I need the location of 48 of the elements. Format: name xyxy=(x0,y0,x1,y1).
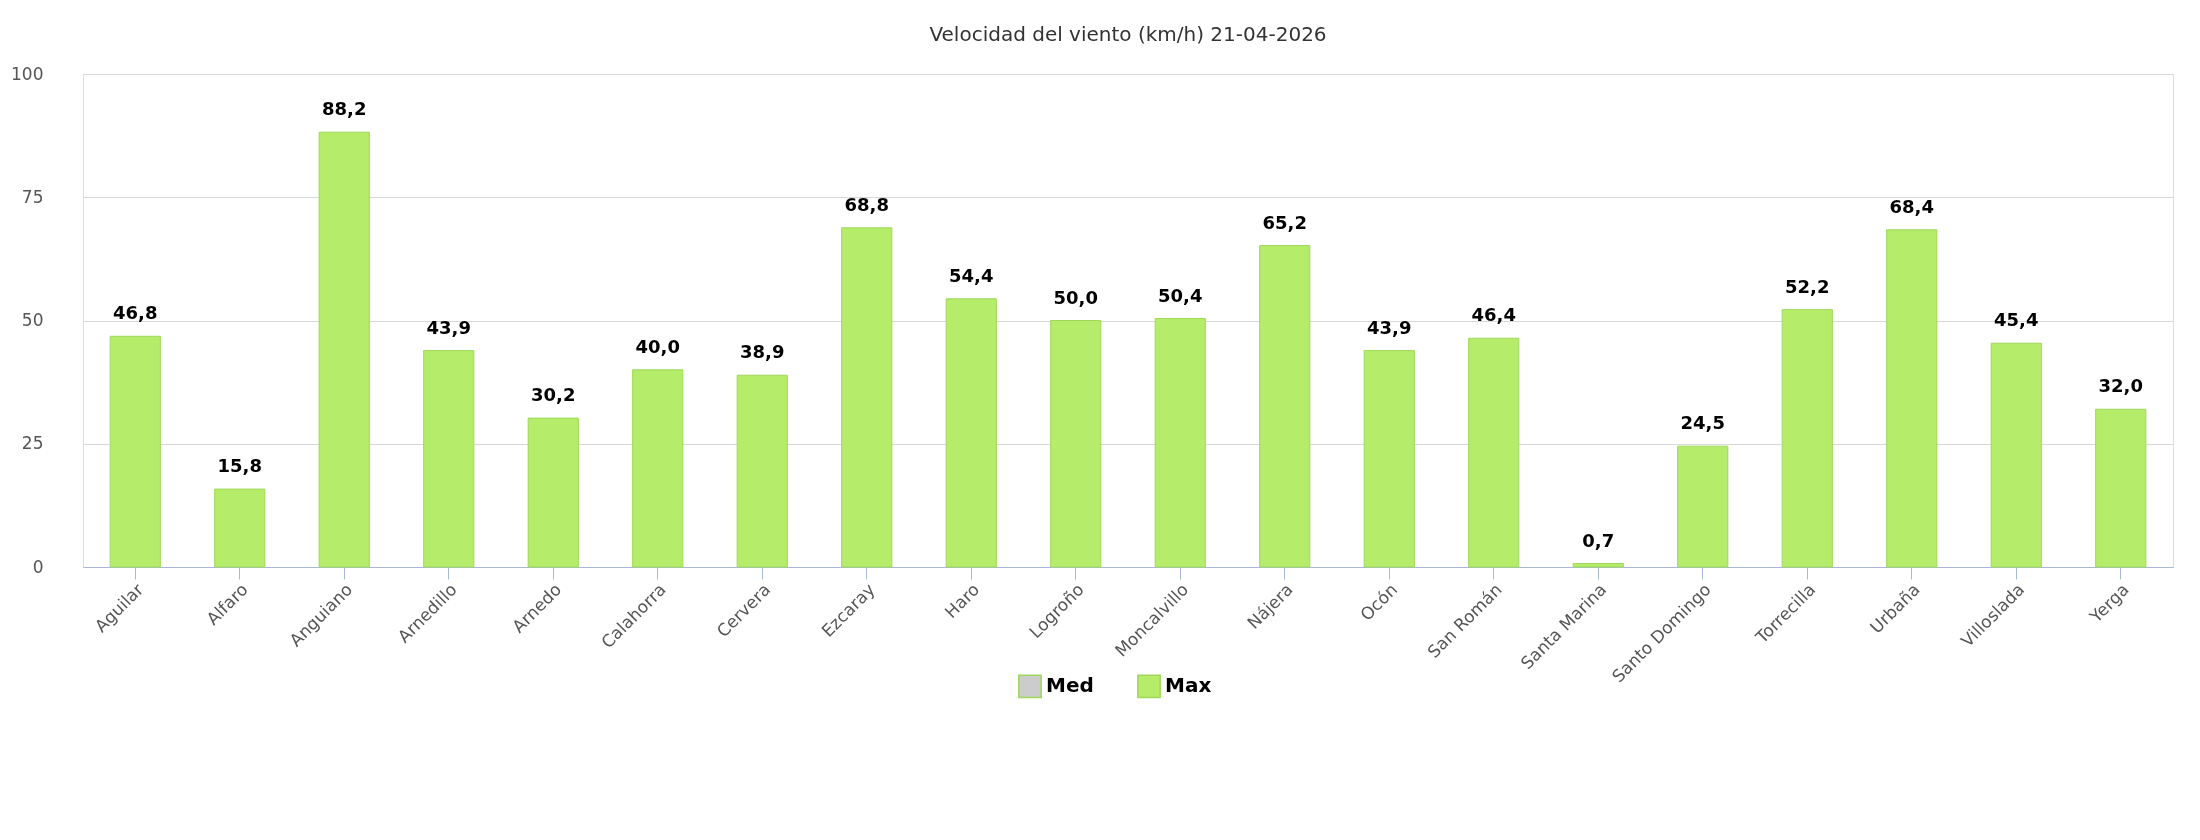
y-tick-label: 0 xyxy=(32,556,44,577)
data-label: 50,0 xyxy=(1053,286,1098,308)
data-label: 38,9 xyxy=(740,341,785,363)
bar xyxy=(2095,408,2147,568)
bar xyxy=(318,131,370,568)
data-label: 54,4 xyxy=(949,264,994,286)
bar xyxy=(1677,445,1729,568)
bar xyxy=(1259,245,1311,568)
legend-label: Max xyxy=(1165,673,1212,698)
y-tick-label: 75 xyxy=(21,186,44,207)
y-tick-label: 50 xyxy=(21,310,44,330)
y-tick-label: 100 xyxy=(11,63,44,84)
data-label: 43,9 xyxy=(426,316,471,338)
bar xyxy=(1886,229,1938,568)
data-label: 0,7 xyxy=(1582,529,1615,551)
data-label: 88,2 xyxy=(322,98,367,120)
bar xyxy=(423,350,475,568)
data-label: 40,0 xyxy=(635,335,680,357)
data-label: 32,0 xyxy=(2098,375,2143,397)
data-label: 52,2 xyxy=(1785,275,1830,297)
bar xyxy=(736,374,788,568)
bar xyxy=(1990,342,2042,568)
data-label: 45,4 xyxy=(1994,309,2039,331)
chart-title: Velocidad del viento (km/h) 21-04-2026 xyxy=(929,22,1327,46)
data-label: 50,4 xyxy=(1158,284,1203,306)
bar xyxy=(945,298,997,568)
data-label: 68,4 xyxy=(1889,195,1934,217)
bar xyxy=(1781,309,1833,568)
data-label: 24,5 xyxy=(1680,412,1725,434)
bar xyxy=(1050,320,1102,568)
bar xyxy=(841,227,893,568)
bar xyxy=(1363,350,1415,568)
bar xyxy=(632,369,684,568)
y-tick-label: 25 xyxy=(21,433,44,454)
data-label: 30,2 xyxy=(531,384,576,406)
data-label: 46,4 xyxy=(1471,304,1516,326)
data-label: 46,8 xyxy=(113,302,158,324)
bar xyxy=(527,417,579,568)
data-label: 65,2 xyxy=(1262,211,1307,233)
bar xyxy=(1572,563,1624,568)
legend-label: Med xyxy=(1046,673,1094,698)
bar xyxy=(214,488,266,568)
data-label: 43,9 xyxy=(1367,316,1412,338)
bar xyxy=(1468,337,1520,568)
data-label: 15,8 xyxy=(217,455,262,477)
bar xyxy=(109,335,161,568)
bar xyxy=(1154,318,1206,568)
data-label: 68,8 xyxy=(844,193,889,215)
